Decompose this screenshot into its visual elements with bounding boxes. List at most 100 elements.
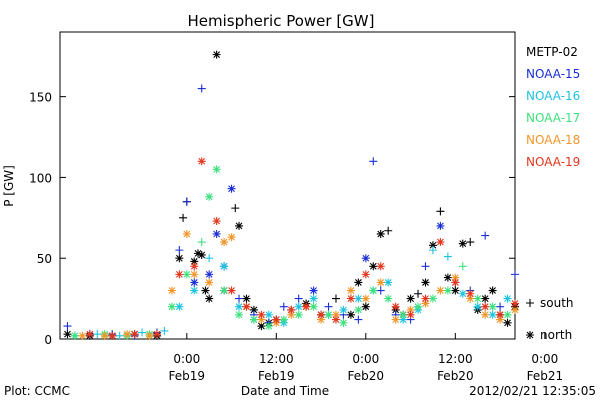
data-point-north [399,315,408,324]
data-point-north [100,331,109,340]
data-point-north [346,286,355,295]
legend-entry: NOAA-16 [526,89,580,103]
data-point-north [264,310,273,319]
data-point-north [70,331,79,340]
x-tick-time: 12:00 [438,352,473,366]
data-point-north [496,315,505,324]
data-point-north [421,294,430,303]
x-tick-date: Feb20 [437,369,474,383]
data-point-north [287,305,296,314]
marker-legend-label: south [540,296,574,310]
data-point-south [279,302,288,311]
data-point-north [212,229,221,238]
data-point-south [235,294,244,303]
data-point-north [481,302,490,311]
data-point-north [257,315,266,324]
data-point-south [376,286,385,295]
data-point-north [108,331,117,340]
y-tick-label: 0 [44,333,52,347]
data-point-north [451,273,460,282]
data-point-south [421,262,430,271]
data-point-north [130,330,139,339]
data-point-north [346,294,355,303]
data-point-north [428,241,437,250]
data-point-south [138,328,147,337]
data-point-north [272,315,281,324]
data-point-north [466,294,475,303]
data-point-north [175,254,184,263]
data-point-north [227,233,236,242]
x-tick-time: 12:00 [259,352,294,366]
data-point-north [331,310,340,319]
data-points [63,50,519,340]
data-point-south [443,252,452,261]
data-point-north [182,229,191,238]
data-point-north [152,330,161,339]
data-point-north [361,254,370,263]
data-point-south [175,246,184,255]
data-point-south [481,231,490,240]
data-point-north [503,318,512,327]
data-point-north [227,286,236,295]
data-point-south [182,197,191,206]
data-point-north [488,310,497,319]
data-point-south [197,84,206,93]
data-point-north [443,286,452,295]
data-point-north [205,192,214,201]
data-point-north [190,262,199,271]
data-point-north [473,294,482,303]
data-point-north [235,310,244,319]
data-point-north [361,294,370,303]
data-point-north [193,249,202,258]
x-axis-label: Date and Time [241,384,329,398]
data-point-south [324,302,333,311]
data-point-north [488,302,497,311]
data-point-north [451,286,460,295]
data-point-south [458,262,467,271]
marker-legend-label: north [540,328,572,342]
data-point-south [428,246,437,255]
data-point-north [302,302,311,311]
data-point-south [436,207,445,216]
legend-entry: NOAA-17 [526,111,580,125]
data-point-north [212,217,221,226]
data-point-north [428,294,437,303]
data-point-north [205,270,214,279]
data-point-north [354,294,363,303]
data-point-north [249,315,258,324]
data-point-south [179,213,188,222]
data-point-north [294,310,303,319]
data-point-north [257,310,266,319]
data-point-north [182,270,191,279]
data-point-north [481,310,490,319]
data-point-north [496,310,505,319]
data-point-north [511,305,519,314]
data-point-north [78,331,87,340]
data-point-south [63,322,72,331]
data-point-north [451,278,460,287]
data-point-north [466,289,475,298]
data-point-north [85,330,94,339]
data-point-south [466,238,475,247]
data-point-north [63,330,72,339]
data-point-south [354,315,363,324]
data-point-south [160,326,169,335]
data-point-north [220,238,229,247]
data-point-north [294,302,303,311]
data-point-south [331,294,340,303]
x-tick-date: Feb20 [348,369,385,383]
data-point-north [436,221,445,230]
data-point-north [503,310,512,319]
data-point-north [384,278,393,287]
legend: METP-02 NOAA-15 NOAA-16 NOAA-17 NOAA-18 NOAA-… [526,45,580,169]
data-point-south [93,330,102,339]
data-point-north [227,184,236,193]
data-point-north [175,270,184,279]
data-point-north [145,331,154,340]
data-point-north [421,278,430,287]
data-point-north [190,270,199,279]
data-point-north [212,165,221,174]
data-point-north [279,315,288,324]
data-point-north [309,302,318,311]
legend-entry: NOAA-19 [526,155,580,169]
